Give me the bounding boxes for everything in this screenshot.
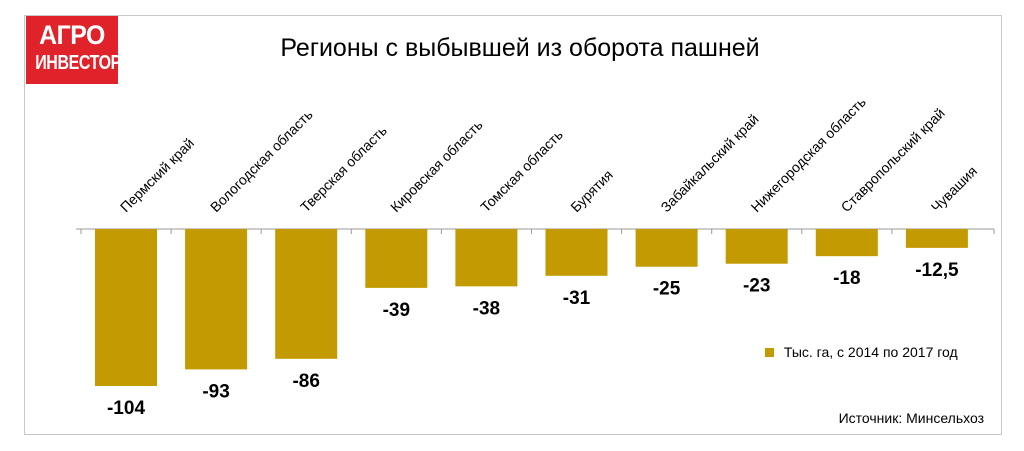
bar <box>635 229 698 267</box>
bar <box>905 229 968 248</box>
bar <box>455 229 518 287</box>
logo-line-1: АГРО <box>39 20 105 50</box>
category-label: Чувашия <box>928 163 980 215</box>
logo-line-2: ИНВЕСТОР <box>35 52 121 74</box>
bar <box>185 229 248 370</box>
category-label: Бурятия <box>567 167 616 216</box>
bar <box>725 229 788 264</box>
legend-label: Тыс. га, с 2014 по 2017 год <box>783 344 958 360</box>
bar <box>95 229 157 386</box>
value-label: -25 <box>653 279 681 300</box>
value-label: -12,5 <box>915 260 959 281</box>
chart-frame <box>24 15 1002 435</box>
value-label: -18 <box>833 268 860 289</box>
value-label: -31 <box>563 288 591 309</box>
category-label: Ставропольский край <box>838 105 948 215</box>
legend: Тыс. га, с 2014 по 2017 год <box>765 344 958 360</box>
value-label: -86 <box>292 371 319 392</box>
value-label: -39 <box>383 300 410 321</box>
value-label: -23 <box>743 276 770 297</box>
value-label: -38 <box>473 298 500 319</box>
category-label: Вологодская область <box>207 106 316 215</box>
category-label: Томская область <box>477 126 566 215</box>
bar <box>275 229 338 359</box>
bar <box>545 229 608 276</box>
legend-swatch <box>765 347 774 357</box>
category-label: Пермский край <box>117 135 197 215</box>
value-label: -93 <box>202 381 229 402</box>
category-label: Забайкальский край <box>657 111 761 215</box>
source-note: Источник: Минсельхоз <box>838 410 984 426</box>
value-label: -104 <box>107 398 145 419</box>
bar <box>365 229 428 288</box>
category-label: Тверская область <box>297 122 390 215</box>
agroinvestor-logo: АГРО ИНВЕСТОР <box>26 16 121 84</box>
chart-title: Регионы с выбывшей из оборота пашней <box>280 34 760 62</box>
category-label: Кировская область <box>387 117 486 216</box>
bar <box>815 229 878 257</box>
